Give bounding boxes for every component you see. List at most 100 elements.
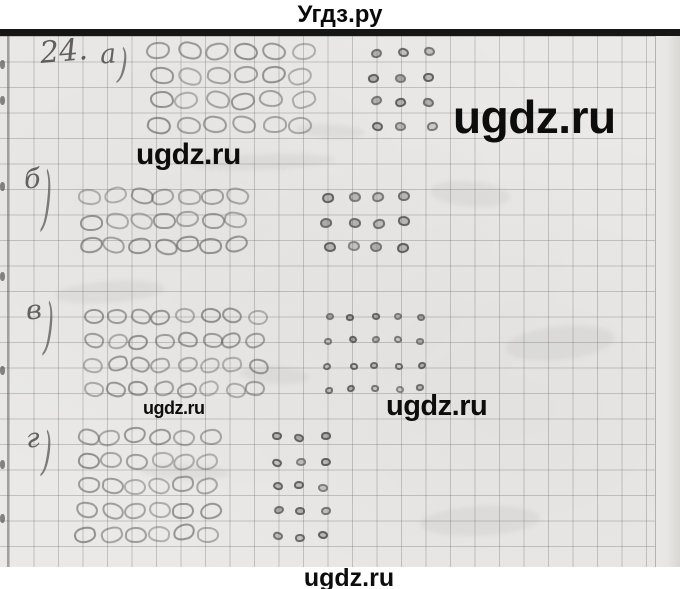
counter-dot — [371, 335, 381, 344]
counter-dot — [325, 311, 335, 321]
counter-circle — [172, 429, 196, 447]
counter-circle — [83, 380, 106, 399]
counter-circle — [106, 353, 130, 374]
counter-circle — [171, 475, 195, 494]
counter-dot — [370, 384, 380, 393]
counter-dot — [393, 335, 403, 344]
counter-circle — [172, 89, 201, 113]
counter-circle — [148, 355, 173, 376]
binding-mark — [0, 60, 5, 69]
counter-circle — [233, 41, 260, 62]
part-paren: ) — [40, 155, 54, 243]
notebook-paper: 24. ugdz.ru ugdz.ru ugdz.ru ugdz.ru а) б) в) г) — [0, 31, 680, 567]
counter-dot — [323, 337, 333, 346]
counter-dot — [394, 72, 407, 84]
counter-dot — [320, 457, 332, 466]
part-label-a: а) — [99, 38, 129, 88]
counter-circle — [219, 330, 243, 351]
counter-circle — [197, 526, 220, 544]
counter-circle — [201, 113, 228, 135]
counter-circle — [76, 451, 101, 470]
counter-dot — [323, 241, 337, 252]
counter-circle — [196, 378, 221, 399]
part-paren: ) — [116, 39, 130, 89]
counter-circle — [175, 210, 200, 228]
counter-circle — [289, 87, 318, 112]
counter-circle — [98, 524, 125, 547]
counter-circle — [127, 333, 150, 352]
counter-circle — [204, 87, 233, 112]
part-label-g: г) — [25, 420, 53, 484]
counter-circle — [171, 521, 197, 543]
counter-circle — [147, 525, 171, 544]
counter-circle — [149, 90, 175, 109]
counter-dot — [295, 506, 306, 515]
problem-number: 24. — [38, 31, 90, 72]
counter-dot — [370, 242, 383, 252]
counter-dot — [349, 362, 359, 371]
counter-circle — [152, 212, 176, 229]
counter-circle — [176, 354, 200, 375]
counter-dot — [293, 481, 305, 490]
counter-circle — [102, 185, 129, 206]
counter-circle — [145, 115, 172, 137]
counter-dot — [396, 46, 410, 59]
counter-dot — [348, 218, 361, 229]
binding-mark — [0, 366, 5, 375]
counter-dot — [371, 312, 381, 321]
site-footer-watermark: ugdz.ru — [303, 567, 395, 589]
counter-circle — [176, 330, 200, 350]
counter-dot — [271, 458, 283, 469]
counter-dot — [371, 190, 386, 203]
counter-dot — [417, 360, 428, 370]
counter-circle — [262, 115, 288, 134]
counter-dot — [317, 530, 329, 540]
part-paren: ) — [42, 289, 55, 365]
counter-circle — [99, 499, 126, 522]
counter-circle — [199, 427, 223, 446]
counter-circle — [232, 64, 260, 85]
part-letter: в — [24, 294, 43, 327]
binding-mark — [0, 272, 5, 281]
counter-dot — [294, 533, 305, 543]
counter-dot — [321, 362, 333, 372]
counter-circle — [223, 233, 251, 255]
counter-circle — [177, 188, 201, 206]
site-header-title: Угдз.ру — [297, 1, 383, 28]
counter-circle — [106, 308, 128, 325]
counter-circle — [126, 236, 153, 256]
counter-dot — [348, 191, 362, 203]
counter-circle — [100, 234, 128, 257]
counter-circle — [198, 354, 222, 376]
counter-circle — [77, 188, 102, 207]
counter-dot — [319, 217, 333, 229]
counter-circle — [123, 478, 146, 495]
counter-dot — [423, 73, 435, 83]
counter-dot — [348, 335, 359, 345]
counter-circle — [202, 332, 223, 349]
counter-circle — [78, 234, 105, 255]
page-margin-line — [7, 36, 9, 567]
counter-circle — [81, 356, 105, 376]
binding-mark — [0, 96, 5, 105]
counter-dot — [393, 312, 403, 321]
counter-circle — [290, 41, 318, 63]
counter-dot — [394, 96, 407, 109]
counter-circle — [80, 214, 104, 231]
counter-circle — [220, 305, 245, 326]
counter-circle — [148, 65, 176, 86]
counter-circle — [145, 41, 171, 61]
counter-circle — [198, 499, 224, 522]
counter-circle — [122, 501, 148, 522]
counter-circle — [104, 210, 130, 231]
part-paren: ) — [40, 420, 53, 484]
counter-dot — [273, 504, 285, 515]
paper-right-edge — [655, 36, 680, 567]
counter-dot — [415, 338, 425, 346]
counter-dot — [367, 73, 380, 84]
counter-circle — [147, 426, 173, 448]
counter-circle — [104, 379, 128, 400]
site-footer: ugdz.ru — [0, 567, 680, 589]
counter-circle — [149, 186, 176, 207]
counter-dot — [394, 362, 404, 371]
